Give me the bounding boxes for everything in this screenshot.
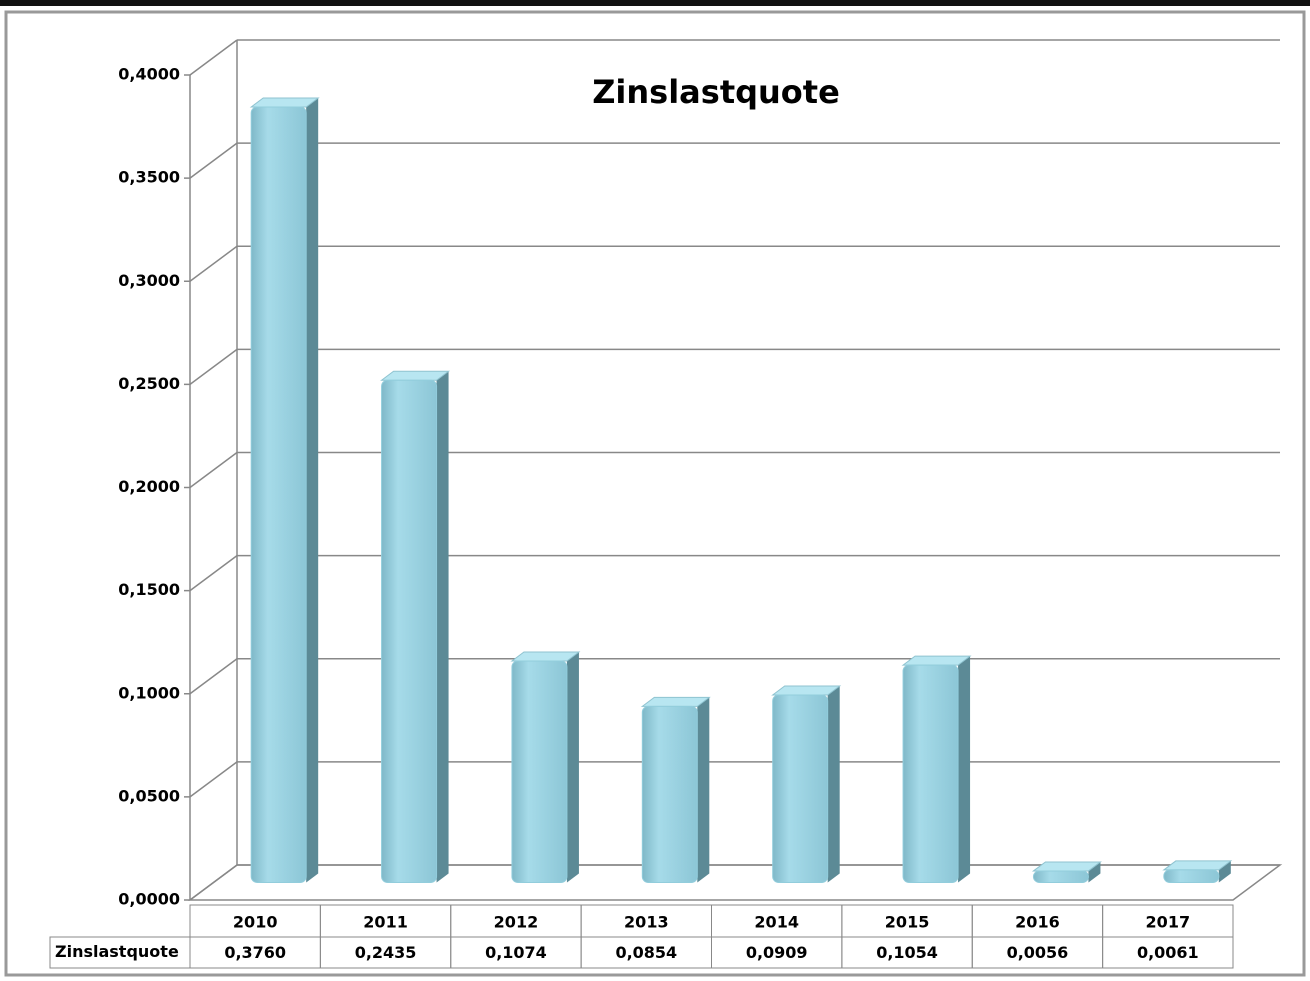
y-tick-label: 0,2500 [118,374,180,393]
bar-top [901,655,972,666]
grid-line [189,658,238,695]
bar-side [958,656,971,883]
bar-group [1031,861,1102,884]
grid-line [189,348,238,385]
x-tick-label: 2016 [1015,913,1060,932]
bar-side [697,697,710,883]
bar-top [380,370,451,381]
bar-group [640,696,711,883]
x-tick-label: 2010 [233,913,278,932]
bar-top [640,696,711,707]
y-tick-label: 0,0000 [118,890,180,909]
bar-side [1218,860,1231,883]
data-label: 0,2435 [355,943,417,962]
y-tick-label: 0,1500 [118,580,180,599]
chart-frame [4,10,1306,977]
bar [902,664,959,883]
y-tick-label: 0,4000 [118,65,180,84]
bar [1163,869,1220,884]
y-tick-label: 0,2000 [118,477,180,496]
x-tick-label: 2013 [624,913,669,932]
y-tick-label: 0,3500 [118,168,180,187]
table-cell [1102,936,1234,969]
bar-side [1088,861,1101,883]
x-tick-label: 2012 [494,913,539,932]
top-border [0,0,1310,6]
data-label: 0,0854 [615,943,677,962]
x-tick-label: 2014 [754,913,799,932]
grid-line [189,39,238,76]
bar-top [771,685,842,696]
bar-top [1162,860,1233,871]
bar-top [1031,861,1102,872]
bar-group [380,370,451,883]
bar [511,660,568,883]
grid-line [189,864,238,901]
bar [1032,870,1089,884]
grid-line [189,555,238,592]
bar-group [771,685,842,883]
x-tick-label: 2017 [1146,913,1191,932]
bar-group [901,655,972,883]
bar-group [1162,860,1233,884]
bar-side [306,98,319,883]
bar-side [566,651,579,883]
bar-top [510,651,581,662]
y-tick-label: 0,1000 [118,683,180,702]
bar-side [436,371,449,883]
table-row-header: Zinslastquote [55,942,179,961]
x-tick-label: 2015 [885,913,930,932]
x-tick-label: 2011 [363,913,408,932]
bar [772,694,829,883]
bar-group [510,651,581,883]
grid-line [189,245,238,282]
bar-group [249,97,320,883]
bar [641,705,698,883]
data-label: 0,0909 [746,943,808,962]
bar [381,379,438,883]
bar-side [827,686,840,883]
data-label: 0,1054 [876,943,938,962]
y-tick-label: 0,0500 [118,786,180,805]
chart-title: Zinslastquote [592,73,840,111]
data-label: 0,0056 [1007,943,1069,962]
y-tick-label: 0,3000 [118,271,180,290]
grid-line [189,142,238,179]
bar-top [249,97,320,108]
data-label: 0,3760 [224,943,286,962]
data-label: 0,0061 [1137,943,1199,962]
grid-line [189,761,238,798]
grid-line [189,451,238,489]
data-label: 0,1074 [485,943,547,962]
bar [250,106,307,883]
